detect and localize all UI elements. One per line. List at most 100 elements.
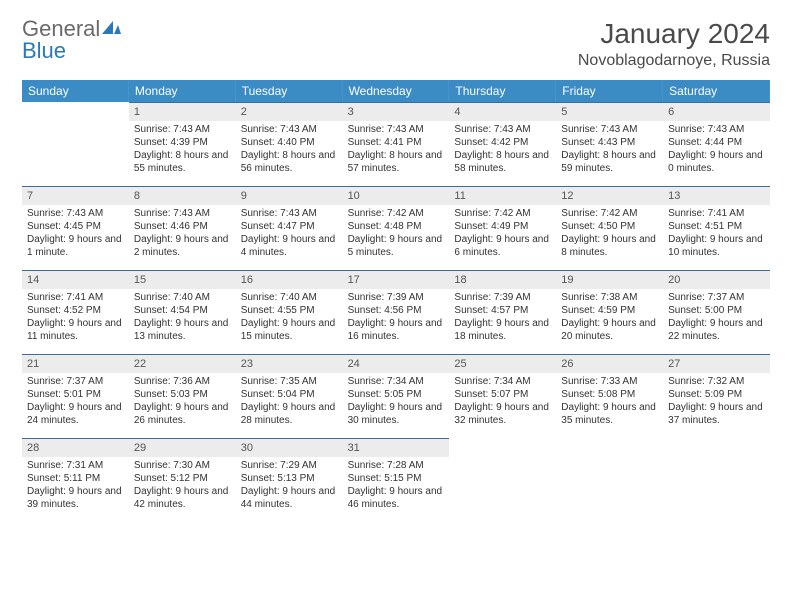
day-content: Sunrise: 7:32 AMSunset: 5:09 PMDaylight:…: [663, 373, 770, 433]
daylight-text: Daylight: 9 hours and 28 minutes.: [241, 401, 338, 427]
sunrise-text: Sunrise: 7:43 AM: [348, 123, 445, 136]
day-content: Sunrise: 7:30 AMSunset: 5:12 PMDaylight:…: [129, 457, 236, 517]
day-number: 21: [22, 355, 129, 373]
sunrise-text: Sunrise: 7:34 AM: [454, 375, 551, 388]
sunset-text: Sunset: 4:54 PM: [134, 304, 231, 317]
weekday-header: Wednesday: [343, 80, 450, 102]
daylight-text: Daylight: 9 hours and 24 minutes.: [27, 401, 124, 427]
sunrise-text: Sunrise: 7:34 AM: [348, 375, 445, 388]
calendar-cell: 4Sunrise: 7:43 AMSunset: 4:42 PMDaylight…: [449, 102, 556, 186]
sunset-text: Sunset: 4:41 PM: [348, 136, 445, 149]
daylight-text: Daylight: 8 hours and 58 minutes.: [454, 149, 551, 175]
weekday-header: Sunday: [22, 80, 129, 102]
day-number: 2: [236, 103, 343, 121]
calendar-cell-empty: [556, 438, 663, 522]
location: Novoblagodarnoye, Russia: [578, 52, 770, 70]
day-content: Sunrise: 7:43 AMSunset: 4:46 PMDaylight:…: [129, 205, 236, 265]
day-content: Sunrise: 7:39 AMSunset: 4:56 PMDaylight:…: [343, 289, 450, 349]
day-number: 17: [343, 271, 450, 289]
sunrise-text: Sunrise: 7:28 AM: [348, 459, 445, 472]
calendar-cell: 12Sunrise: 7:42 AMSunset: 4:50 PMDayligh…: [556, 186, 663, 270]
sunrise-text: Sunrise: 7:43 AM: [668, 123, 765, 136]
logo-sail-icon: [102, 18, 122, 40]
calendar-cell: 3Sunrise: 7:43 AMSunset: 4:41 PMDaylight…: [343, 102, 450, 186]
daylight-text: Daylight: 9 hours and 37 minutes.: [668, 401, 765, 427]
day-content: Sunrise: 7:35 AMSunset: 5:04 PMDaylight:…: [236, 373, 343, 433]
sunrise-text: Sunrise: 7:30 AM: [134, 459, 231, 472]
daylight-text: Daylight: 9 hours and 6 minutes.: [454, 233, 551, 259]
logo: GeneralBlue: [22, 18, 122, 62]
day-number: 18: [449, 271, 556, 289]
daylight-text: Daylight: 9 hours and 10 minutes.: [668, 233, 765, 259]
day-number: 23: [236, 355, 343, 373]
day-number: 25: [449, 355, 556, 373]
sunset-text: Sunset: 5:04 PM: [241, 388, 338, 401]
sunrise-text: Sunrise: 7:40 AM: [134, 291, 231, 304]
sunrise-text: Sunrise: 7:42 AM: [561, 207, 658, 220]
day-number: 14: [22, 271, 129, 289]
weekday-header: Tuesday: [236, 80, 343, 102]
sunrise-text: Sunrise: 7:37 AM: [668, 291, 765, 304]
daylight-text: Daylight: 9 hours and 42 minutes.: [134, 485, 231, 511]
day-number: 1: [129, 103, 236, 121]
sunset-text: Sunset: 4:47 PM: [241, 220, 338, 233]
calendar-cell: 5Sunrise: 7:43 AMSunset: 4:43 PMDaylight…: [556, 102, 663, 186]
day-number: 16: [236, 271, 343, 289]
daylight-text: Daylight: 9 hours and 32 minutes.: [454, 401, 551, 427]
daylight-text: Daylight: 9 hours and 4 minutes.: [241, 233, 338, 259]
sunrise-text: Sunrise: 7:43 AM: [134, 123, 231, 136]
day-content: Sunrise: 7:42 AMSunset: 4:48 PMDaylight:…: [343, 205, 450, 265]
sunrise-text: Sunrise: 7:43 AM: [134, 207, 231, 220]
day-number: 19: [556, 271, 663, 289]
day-number: 26: [556, 355, 663, 373]
sunrise-text: Sunrise: 7:37 AM: [27, 375, 124, 388]
day-content: Sunrise: 7:43 AMSunset: 4:40 PMDaylight:…: [236, 121, 343, 181]
calendar-cell: 25 Sunrise: 7:34 AMSunset: 5:07 PMDayligh…: [449, 354, 556, 438]
sunrise-text: Sunrise: 7:43 AM: [241, 123, 338, 136]
daylight-text: Daylight: 9 hours and 46 minutes.: [348, 485, 445, 511]
sunset-text: Sunset: 5:07 PM: [454, 388, 551, 401]
day-content: Sunrise: 7:43 AMSunset: 4:39 PMDaylight:…: [129, 121, 236, 181]
calendar-cell: 9Sunrise: 7:43 AMSunset: 4:47 PMDaylight…: [236, 186, 343, 270]
sunset-text: Sunset: 5:03 PM: [134, 388, 231, 401]
month-title: January 2024: [578, 18, 770, 50]
daylight-text: Daylight: 9 hours and 20 minutes.: [561, 317, 658, 343]
daylight-text: Daylight: 9 hours and 35 minutes.: [561, 401, 658, 427]
day-content: Sunrise: 7:34 AMSunset: 5:05 PMDaylight:…: [343, 373, 450, 433]
calendar-cell: 13Sunrise: 7:41 AMSunset: 4:51 PMDayligh…: [663, 186, 770, 270]
day-number: 7: [22, 187, 129, 205]
day-number: 27: [663, 355, 770, 373]
calendar-cell: 29Sunrise: 7:30 AMSunset: 5:12 PMDayligh…: [129, 438, 236, 522]
sunrise-text: Sunrise: 7:32 AM: [668, 375, 765, 388]
sunset-text: Sunset: 4:45 PM: [27, 220, 124, 233]
calendar-cell: 11Sunrise: 7:42 AMSunset: 4:49 PMDayligh…: [449, 186, 556, 270]
day-number: 28: [22, 439, 129, 457]
calendar-cell: 17Sunrise: 7:39 AMSunset: 4:56 PMDayligh…: [343, 270, 450, 354]
sunset-text: Sunset: 4:48 PM: [348, 220, 445, 233]
day-number: 4: [449, 103, 556, 121]
sunrise-text: Sunrise: 7:43 AM: [454, 123, 551, 136]
sunrise-text: Sunrise: 7:29 AM: [241, 459, 338, 472]
sunset-text: Sunset: 4:49 PM: [454, 220, 551, 233]
sunset-text: Sunset: 5:13 PM: [241, 472, 338, 485]
day-content: Sunrise: 7:33 AMSunset: 5:08 PMDaylight:…: [556, 373, 663, 433]
day-number: 20: [663, 271, 770, 289]
sunset-text: Sunset: 4:55 PM: [241, 304, 338, 317]
day-number: 22: [129, 355, 236, 373]
calendar-cell: 15Sunrise: 7:40 AMSunset: 4:54 PMDayligh…: [129, 270, 236, 354]
calendar-cell-empty: [22, 102, 129, 186]
weekday-header: Friday: [556, 80, 663, 102]
title-block: January 2024 Novoblagodarnoye, Russia: [578, 18, 770, 70]
day-content: Sunrise: 7:42 AMSunset: 4:50 PMDaylight:…: [556, 205, 663, 265]
daylight-text: Daylight: 9 hours and 5 minutes.: [348, 233, 445, 259]
calendar-cell: 26Sunrise: 7:33 AMSunset: 5:08 PMDayligh…: [556, 354, 663, 438]
sunrise-text: Sunrise: 7:43 AM: [561, 123, 658, 136]
calendar-cell: 21Sunrise: 7:37 AMSunset: 5:01 PMDayligh…: [22, 354, 129, 438]
sunset-text: Sunset: 4:59 PM: [561, 304, 658, 317]
calendar-cell-empty: [663, 438, 770, 522]
sunset-text: Sunset: 5:12 PM: [134, 472, 231, 485]
day-number: 3: [343, 103, 450, 121]
day-content: Sunrise: 7:38 AMSunset: 4:59 PMDaylight:…: [556, 289, 663, 349]
daylight-text: Daylight: 9 hours and 39 minutes.: [27, 485, 124, 511]
daylight-text: Daylight: 8 hours and 59 minutes.: [561, 149, 658, 175]
